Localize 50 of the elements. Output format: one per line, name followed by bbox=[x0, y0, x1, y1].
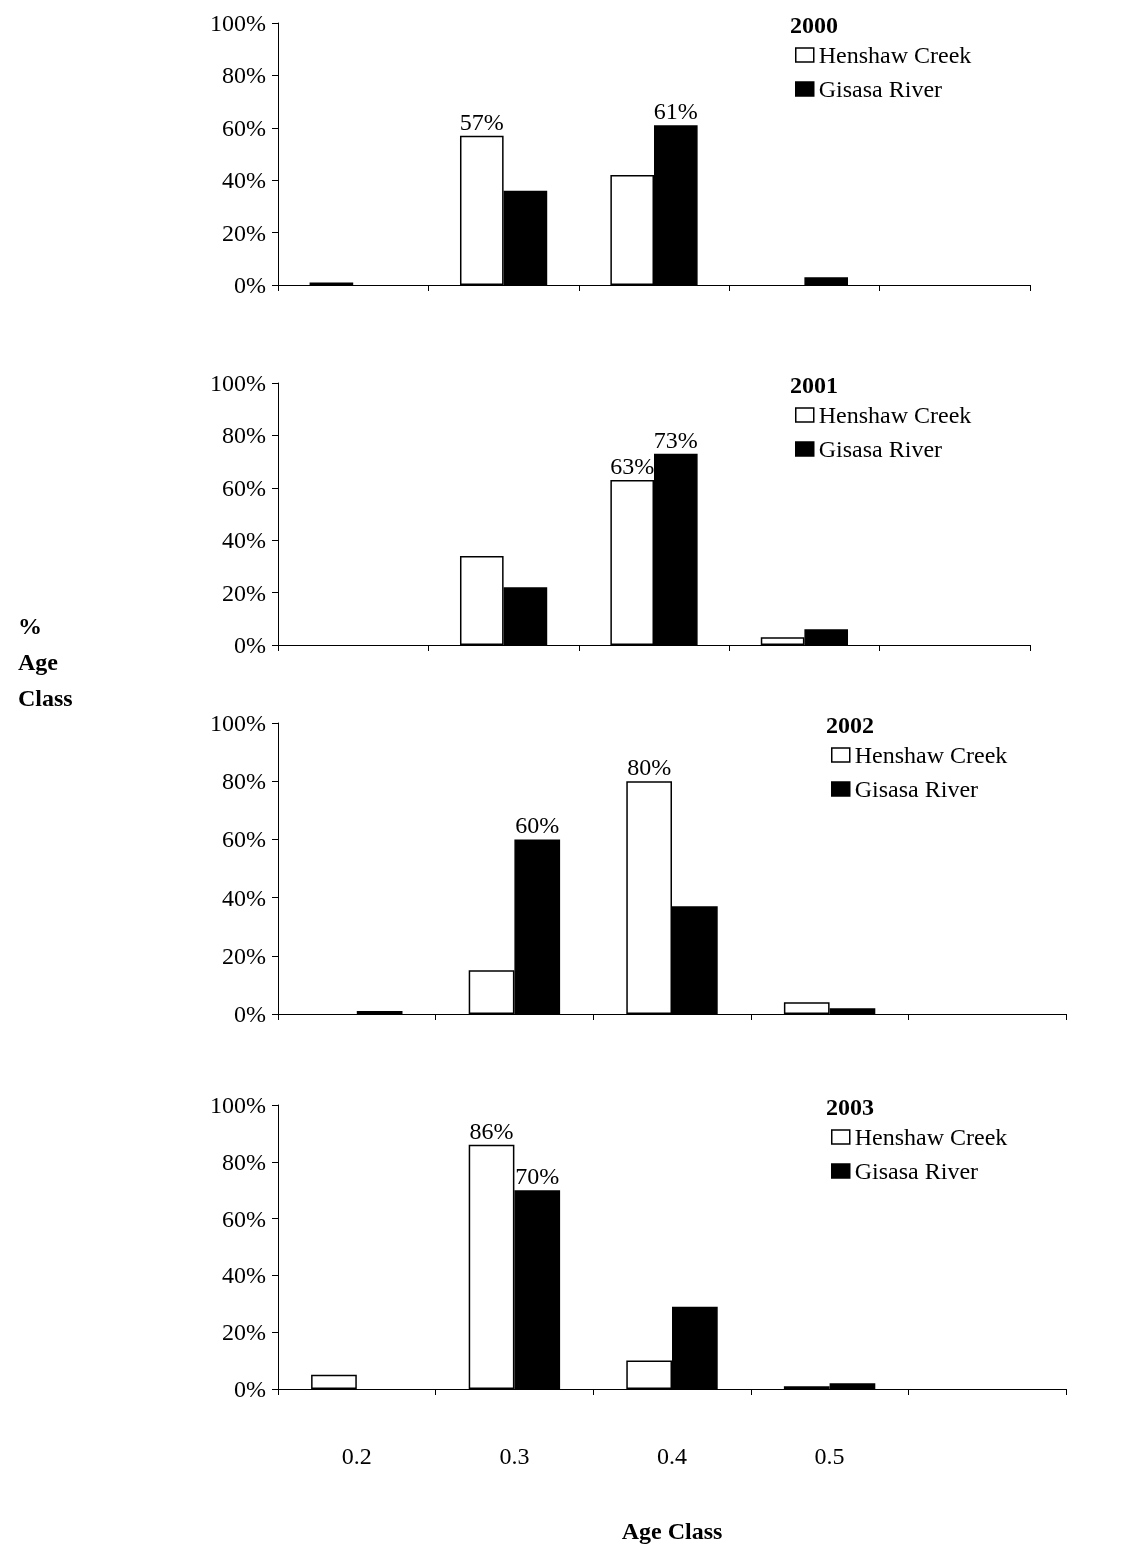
data-label: 86% bbox=[469, 1117, 514, 1144]
y-tick-label: 60% bbox=[222, 826, 266, 853]
y-tick-label: 60% bbox=[222, 1205, 266, 1232]
y-tick-label: 100% bbox=[210, 1092, 266, 1118]
legend-label: Henshaw Creek bbox=[818, 42, 972, 68]
y-tick-label: 20% bbox=[222, 219, 266, 246]
x-tick-label: 0.4 bbox=[657, 1443, 687, 1469]
x-tick-label: 0.2 bbox=[341, 1443, 372, 1469]
x-tick-label: 0.3 bbox=[499, 1443, 530, 1469]
y-axis-title: % Age Class bbox=[18, 612, 73, 713]
y-tick-label: 80% bbox=[222, 1148, 266, 1175]
y-tick-label: 100% bbox=[210, 10, 266, 36]
y-tick-label: 60% bbox=[222, 474, 266, 501]
legend-label: Henshaw Creek bbox=[854, 742, 1008, 768]
y-tick-label: 40% bbox=[222, 884, 266, 911]
legend-label: Gisasa River bbox=[854, 776, 979, 802]
x-tick-label: 0.5 bbox=[814, 1443, 845, 1469]
chart-title: 2002 bbox=[826, 712, 874, 738]
data-label: 60% bbox=[515, 812, 560, 839]
chart-title: 2003 bbox=[826, 1094, 874, 1120]
y-tick-label: 20% bbox=[222, 1319, 266, 1346]
data-label: 80% bbox=[627, 754, 672, 781]
x-axis-title: Age Class bbox=[621, 1518, 723, 1544]
y-tick-label: 40% bbox=[222, 167, 266, 194]
y-tick-label: 40% bbox=[222, 1262, 266, 1289]
y-tick-label: 20% bbox=[222, 942, 266, 969]
chart-title: 2001 bbox=[790, 372, 838, 398]
y-tick-label: 0% bbox=[234, 1376, 266, 1402]
y-tick-label: 100% bbox=[210, 370, 266, 396]
legend-label: Gisasa River bbox=[854, 1158, 979, 1184]
legend-label: Henshaw Creek bbox=[818, 402, 972, 428]
data-label: 61% bbox=[653, 98, 698, 125]
y-tick-label: 80% bbox=[222, 62, 266, 89]
y-tick-label: 60% bbox=[222, 114, 266, 141]
legend-label: Gisasa River bbox=[818, 76, 943, 102]
y-tick-label: 0% bbox=[234, 632, 266, 658]
y-tick-label: 20% bbox=[222, 579, 266, 606]
chart-title: 2000 bbox=[790, 12, 838, 38]
legend-label: Gisasa River bbox=[818, 436, 943, 462]
y-tick-label: 0% bbox=[234, 272, 266, 298]
data-label: 73% bbox=[653, 426, 698, 453]
y-tick-label: 80% bbox=[222, 422, 266, 449]
data-label: 63% bbox=[610, 452, 655, 479]
y-tick-label: 100% bbox=[210, 710, 266, 736]
y-tick-label: 80% bbox=[222, 768, 266, 795]
data-label: 57% bbox=[459, 108, 504, 135]
y-tick-label: 0% bbox=[234, 1001, 266, 1027]
legend-label: Henshaw Creek bbox=[854, 1124, 1008, 1150]
data-label: 70% bbox=[515, 1163, 560, 1190]
y-tick-label: 40% bbox=[222, 527, 266, 554]
